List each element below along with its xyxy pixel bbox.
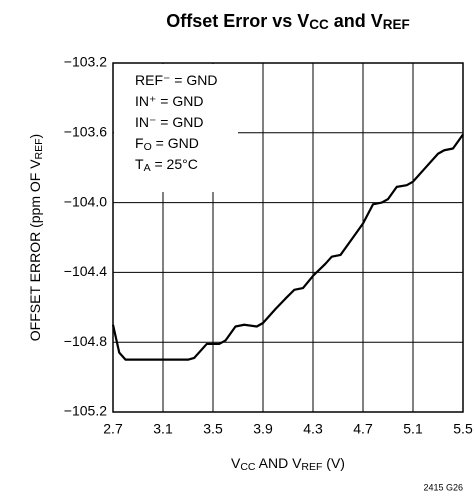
y-tick-label: −103.2 — [64, 54, 107, 70]
annotation: IN⁻ = GND — [135, 114, 203, 130]
annotation-part: IN⁺ = GND — [135, 93, 203, 109]
x-tick-label: 4.7 — [353, 421, 373, 437]
annotation-part: = 25°C — [151, 156, 198, 172]
x-axis-label-part: AND V — [256, 455, 303, 471]
x-tick-label: 5.1 — [403, 421, 423, 437]
y-tick-label: −104.8 — [64, 333, 107, 349]
annotation-part: IN⁻ = GND — [135, 114, 203, 130]
chart-title-part: Offset Error vs V — [166, 11, 309, 31]
y-tick-label: −103.6 — [64, 124, 107, 140]
x-tick-label: 3.9 — [253, 421, 273, 437]
x-tick-label: 4.3 — [303, 421, 323, 437]
annotation-sub: O — [144, 141, 152, 153]
chart-title-part: and V — [329, 11, 383, 31]
x-axis-label-part: V — [231, 455, 241, 471]
plot-frame — [112, 62, 464, 413]
annotation-part: T — [135, 156, 144, 172]
chart-title-sub: CC — [309, 17, 329, 32]
y-tick-label: −105.2 — [64, 403, 107, 419]
x-tick-label: 5.5 — [453, 421, 473, 437]
y-axis-label-part: ) — [27, 134, 43, 139]
y-axis-label-part: OFFSET ERROR (ppm OF V — [27, 159, 43, 341]
annotation: TA = 25°C — [135, 156, 198, 174]
annotation-part: F — [135, 135, 144, 151]
footnote: 2415 G26 — [423, 482, 463, 492]
x-tick-label: 2.7 — [103, 421, 123, 437]
x-axis-label-sub: REF — [301, 461, 322, 473]
x-axis-label: VCC AND VREF (V) — [231, 455, 345, 473]
y-tick-label: −104.4 — [64, 263, 107, 279]
y-axis-label-sub: REF — [33, 138, 45, 159]
annotation-part: REF⁻ = GND — [135, 72, 217, 88]
x-axis-label-part: (V) — [322, 455, 345, 471]
x-axis-label-sub: CC — [240, 461, 256, 473]
chart-title: Offset Error vs VCC and VREF — [166, 11, 410, 32]
annotation: REF⁻ = GND — [135, 72, 217, 88]
x-tick-label: 3.1 — [153, 421, 173, 437]
annotation-sub: A — [144, 162, 151, 174]
y-tick-label: −104.0 — [64, 193, 107, 209]
y-axis-label: OFFSET ERROR (ppm OF VREF) — [27, 134, 45, 341]
x-tick-label: 3.5 — [203, 421, 223, 437]
annotation: FO = GND — [135, 135, 199, 153]
annotation-part: = GND — [152, 135, 199, 151]
annotation-box — [114, 64, 238, 192]
chart-title-sub: REF — [383, 17, 410, 32]
data-line — [111, 133, 464, 361]
annotation: IN⁺ = GND — [135, 93, 203, 109]
